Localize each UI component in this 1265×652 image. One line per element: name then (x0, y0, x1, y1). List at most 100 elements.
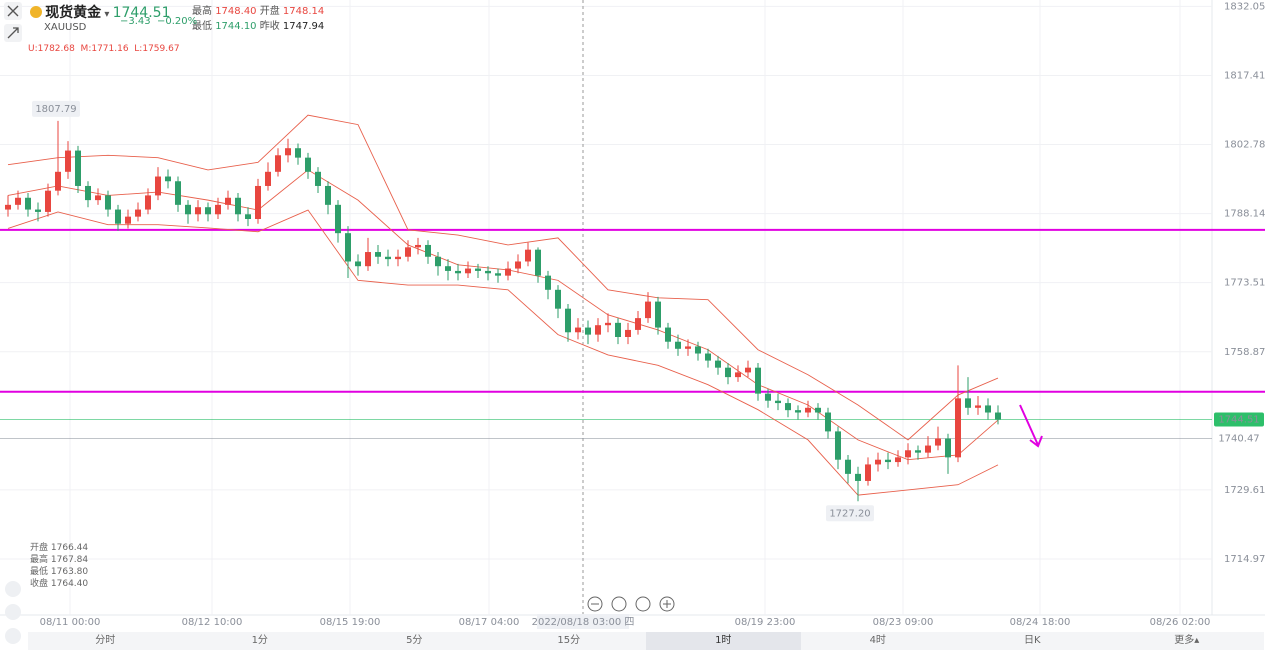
candle-body (315, 171, 321, 186)
ohlc-row: 收盘 1764.40 (30, 578, 88, 590)
candle-body (125, 216, 131, 224)
candle-body (45, 190, 51, 212)
candle-body (765, 393, 771, 401)
candle-body (725, 367, 731, 378)
candle-body (465, 268, 471, 274)
candle-body (475, 268, 481, 271)
candle-body (695, 346, 701, 354)
candle-body (65, 150, 71, 172)
ohlc-value: 1766.44 (50, 543, 89, 553)
timeframe-tab[interactable]: 5分 (406, 635, 423, 646)
candle-body (845, 459, 851, 474)
candle-body (285, 148, 291, 156)
header: 现货黄金 ▾ 1744.51 最高 1748.40 开盘 1748.14 最低 … (30, 2, 324, 33)
x-tick-label: 08/23 09:00 (873, 617, 934, 628)
timeframe-tab[interactable]: 1时 (646, 632, 801, 650)
stat-value: 1748.40 (215, 6, 257, 17)
candle-body (715, 360, 721, 368)
stat-label: 最高 (192, 6, 212, 17)
candle-body (625, 329, 631, 337)
timeframe-tab[interactable]: 15分 (557, 635, 581, 646)
timeframe-tab[interactable]: 日K (1023, 635, 1041, 646)
change-pct: −0.20% (157, 16, 198, 27)
candle-body (115, 209, 121, 224)
ohlc-row: 开盘 1766.44 (30, 542, 88, 554)
ohlc-label: 最低 (30, 567, 49, 577)
scroll-start[interactable] (611, 596, 627, 612)
timeframe-tab[interactable]: 分时 (95, 635, 116, 646)
candle-body (875, 459, 881, 465)
candle-body (5, 204, 11, 210)
candle-body (165, 176, 171, 182)
candle-body (665, 327, 671, 342)
zoom-icons (591, 600, 671, 608)
candle-body (305, 157, 311, 172)
band-line (7, 114, 999, 441)
candle-body (955, 398, 961, 458)
candle-body (815, 407, 821, 413)
candle-body (235, 197, 241, 215)
candle-body (805, 407, 811, 413)
candle-body (265, 171, 271, 186)
candle-body (615, 322, 621, 337)
ohlc-label: 开盘 (30, 543, 49, 553)
tool-button[interactable] (5, 628, 21, 644)
scroll-end[interactable] (635, 596, 651, 612)
candle-body (95, 195, 101, 201)
candle-body (375, 252, 381, 257)
candle-body (145, 195, 151, 210)
tool-button[interactable] (5, 604, 21, 620)
candle-body (255, 185, 261, 220)
candle-body (175, 181, 181, 205)
candle-body (605, 322, 611, 326)
candle-body (515, 261, 521, 269)
candle-body (575, 327, 581, 333)
candle-body (85, 185, 91, 201)
candle-body (205, 207, 211, 215)
candle-body (105, 195, 111, 210)
y-tick-label: 1714.97 (1224, 554, 1265, 565)
change: −3.43 (120, 16, 151, 27)
stats: 最高 1748.40 开盘 1748.14 最低 1744.10 昨收 1747… (192, 2, 324, 32)
ohlc-label: 最高 (30, 555, 49, 565)
annotation-bg (32, 100, 80, 117)
y-tick-label: 1788.14 (1224, 209, 1265, 220)
price-label: 1744.51 (1218, 415, 1259, 426)
price-badge (1214, 412, 1264, 427)
candle-body (565, 308, 571, 333)
symbol: XAUUSD (44, 22, 87, 33)
stat-value: 1747.94 (282, 21, 325, 32)
stat-value: 1744.10 (215, 21, 257, 32)
timeframe-tab[interactable]: 更多▴ (1174, 635, 1200, 646)
candle-body (455, 270, 461, 274)
x-tick-label: 08/19 23:00 (735, 617, 796, 628)
last-price: 1744.51 (112, 5, 171, 21)
candle-body (545, 275, 551, 290)
x-tick-label: 08/11 00:00 (40, 617, 101, 628)
candle-body (275, 155, 281, 172)
candle-body (435, 256, 441, 267)
timeframe-tab[interactable]: 1分 (251, 635, 268, 646)
candle-body (485, 270, 491, 274)
timeframe-tab[interactable]: 4时 (869, 635, 886, 646)
expand-icon (7, 27, 19, 39)
candle-body (905, 450, 911, 458)
x-tick-label: 08/15 19:00 (320, 617, 381, 628)
boll-indicator: U:1782.68 M:1771.16 L:1759.67 (28, 44, 180, 54)
candle-body (395, 256, 401, 260)
candle-body (795, 410, 801, 413)
candle-body (865, 464, 871, 481)
candle-body (445, 266, 451, 271)
candle-body (365, 252, 371, 267)
candle-body (645, 301, 651, 319)
candle-body (755, 367, 761, 394)
candle-body (915, 450, 921, 453)
candle-body (655, 301, 661, 328)
tool-button[interactable] (5, 581, 21, 597)
candle-body (825, 412, 831, 432)
candle-body (295, 148, 301, 158)
instrument-name[interactable]: 现货黄金 (45, 5, 102, 21)
stat-label: 最低 (192, 21, 212, 32)
candle-body (345, 233, 351, 262)
